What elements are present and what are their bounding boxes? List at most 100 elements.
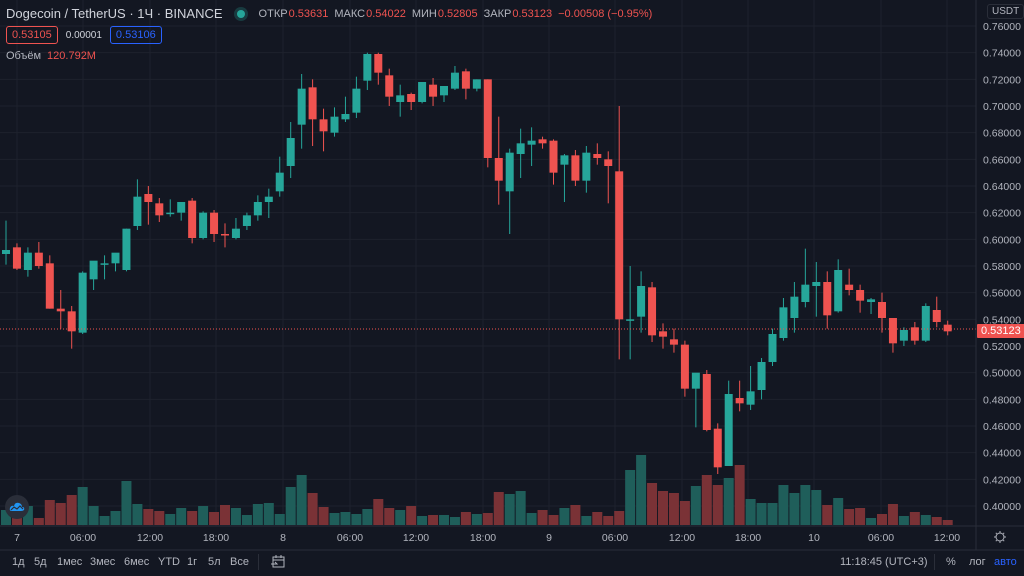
candle[interactable] <box>188 197 197 244</box>
candle[interactable] <box>615 105 624 360</box>
candle[interactable] <box>450 65 459 90</box>
candle[interactable] <box>2 220 10 265</box>
candle[interactable] <box>472 79 481 92</box>
candle[interactable] <box>702 369 711 432</box>
candle[interactable] <box>374 52 383 85</box>
candle[interactable] <box>867 297 876 314</box>
range-all-button[interactable]: Все <box>230 556 249 568</box>
buy-button[interactable]: 0.53106 <box>109 26 162 44</box>
candle[interactable] <box>768 328 777 366</box>
candle[interactable] <box>166 199 175 217</box>
candle[interactable] <box>385 68 394 106</box>
candle[interactable] <box>275 156 284 197</box>
candle[interactable] <box>352 76 361 118</box>
range-1m-button[interactable]: 1мес <box>57 556 83 568</box>
candle[interactable] <box>89 260 98 290</box>
candle[interactable] <box>78 271 87 334</box>
candle[interactable] <box>242 212 251 230</box>
candle[interactable] <box>56 289 65 329</box>
candle[interactable] <box>779 297 788 341</box>
candle[interactable] <box>286 121 295 178</box>
candle[interactable] <box>845 268 854 296</box>
candle[interactable] <box>659 323 667 349</box>
range-ytd-button[interactable]: YTD <box>158 556 180 568</box>
candle[interactable] <box>669 328 678 353</box>
candle[interactable] <box>790 281 799 333</box>
candle[interactable] <box>812 261 821 317</box>
candle[interactable] <box>231 217 240 240</box>
candle[interactable] <box>888 317 897 353</box>
candle[interactable] <box>23 247 32 277</box>
log-scale-toggle[interactable]: лог <box>969 556 986 568</box>
candle[interactable] <box>593 143 602 165</box>
clock-timezone[interactable]: 11:18:45 (UTC+3) <box>840 556 928 568</box>
candle[interactable] <box>363 52 372 90</box>
candle[interactable] <box>483 79 492 168</box>
candle[interactable] <box>516 128 525 178</box>
candle[interactable] <box>910 321 919 345</box>
candle[interactable] <box>45 255 54 309</box>
candle[interactable] <box>253 195 262 221</box>
candle[interactable] <box>461 68 470 100</box>
candle[interactable] <box>341 96 350 122</box>
candle[interactable] <box>549 139 558 185</box>
tradingview-logo[interactable] <box>5 495 29 519</box>
range-6m-button[interactable]: 6мес <box>124 556 150 568</box>
candle[interactable] <box>155 197 164 222</box>
symbol-title[interactable]: Dogecoin / TetherUS · 1Ч · BINANCE <box>6 6 223 21</box>
candle[interactable] <box>12 243 21 270</box>
range-5d-button[interactable]: 5д <box>34 556 47 568</box>
candle[interactable] <box>538 136 547 149</box>
candle[interactable] <box>691 372 700 428</box>
candle[interactable] <box>67 305 76 349</box>
candle[interactable] <box>494 116 503 205</box>
candle[interactable] <box>122 228 131 272</box>
candle[interactable] <box>177 201 186 221</box>
candle[interactable] <box>757 357 766 400</box>
candle[interactable] <box>626 265 635 360</box>
candle[interactable] <box>921 303 930 342</box>
candle[interactable] <box>111 252 120 272</box>
candle[interactable] <box>899 327 908 346</box>
candle[interactable] <box>856 284 865 313</box>
candle[interactable] <box>297 73 306 149</box>
candle[interactable] <box>648 281 657 342</box>
candle[interactable] <box>440 85 448 102</box>
candle[interactable] <box>823 271 832 329</box>
candle[interactable] <box>34 241 43 269</box>
candle[interactable] <box>308 79 317 146</box>
candle[interactable] <box>407 92 416 110</box>
candle[interactable] <box>735 380 744 412</box>
percent-scale-toggle[interactable]: % <box>946 556 956 568</box>
candle[interactable] <box>330 107 339 137</box>
candle[interactable] <box>834 259 843 313</box>
range-1y-button[interactable]: 1г <box>187 556 198 568</box>
candle[interactable] <box>560 153 569 202</box>
candle[interactable] <box>932 296 941 328</box>
go-to-date-icon[interactable] <box>271 555 285 572</box>
candle[interactable] <box>396 84 405 117</box>
candle[interactable] <box>582 145 591 193</box>
candle[interactable] <box>505 148 514 234</box>
candle[interactable] <box>801 248 810 308</box>
candle[interactable] <box>637 271 646 333</box>
range-5y-button[interactable]: 5л <box>208 556 221 568</box>
candle[interactable] <box>144 185 153 225</box>
candle[interactable] <box>264 188 273 218</box>
sell-button[interactable]: 0.53105 <box>6 26 58 44</box>
auto-scale-toggle[interactable]: авто <box>994 556 1017 568</box>
candle[interactable] <box>878 292 886 333</box>
candle[interactable] <box>418 81 427 104</box>
candle[interactable] <box>680 340 689 397</box>
candle[interactable] <box>604 151 613 204</box>
candle[interactable] <box>100 255 109 280</box>
candle[interactable] <box>571 149 580 186</box>
candle[interactable] <box>133 179 142 230</box>
candle[interactable] <box>943 320 952 336</box>
candle[interactable] <box>221 223 229 248</box>
candle[interactable] <box>724 380 733 466</box>
settings-gear-icon[interactable] <box>994 531 1006 543</box>
candle[interactable] <box>199 211 208 240</box>
currency-button[interactable]: USDT <box>987 4 1024 19</box>
